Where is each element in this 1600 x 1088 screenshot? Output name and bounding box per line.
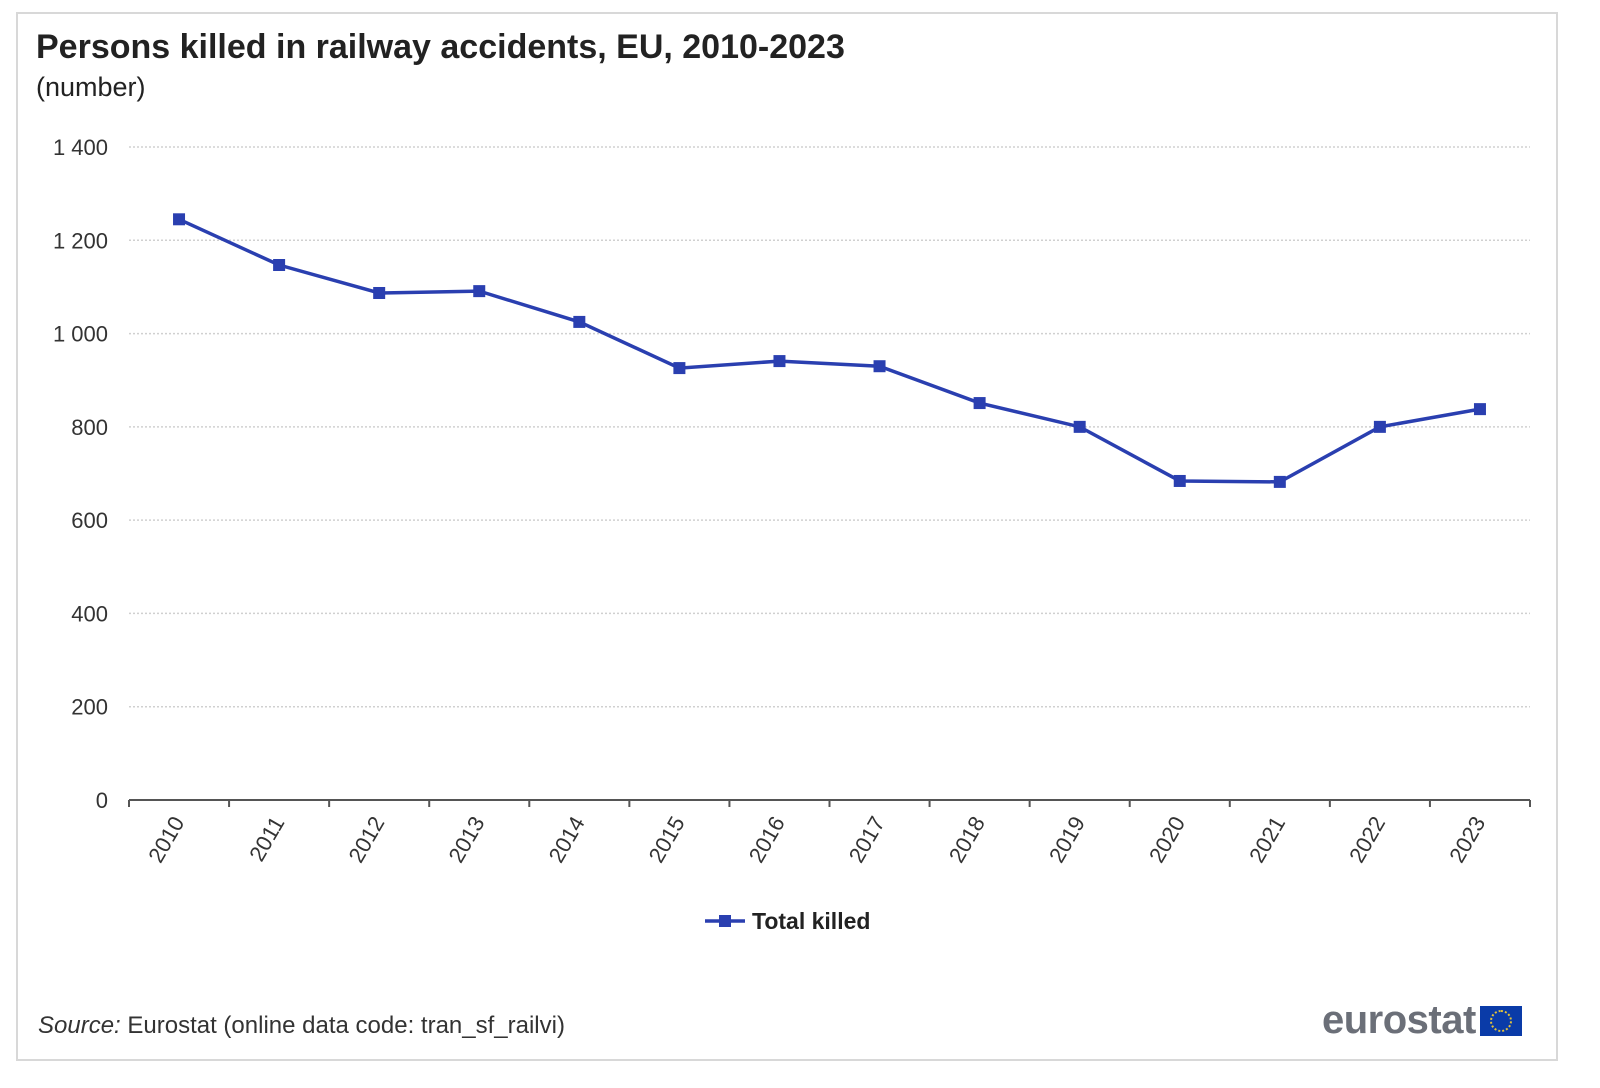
y-tick-label: 0 [96, 788, 108, 813]
data-point [1473, 403, 1486, 416]
legend-marker [719, 915, 731, 927]
chart-border [16, 12, 1558, 1061]
x-tick-label: 2012 [343, 812, 389, 867]
series-line [178, 217, 1481, 484]
source-note: Source: Eurostat (online data code: tran… [38, 1012, 565, 1040]
eurostat-logo: eurostat [1322, 998, 1522, 1043]
x-tick-label: 2022 [1344, 812, 1390, 867]
logo-text: eurostat [1322, 998, 1476, 1042]
x-tick-label: 2011 [244, 812, 289, 865]
y-tick-label: 1 000 [53, 322, 108, 347]
data-point [1173, 474, 1186, 487]
source-label: Source: [38, 1012, 121, 1039]
data-point [573, 315, 586, 328]
y-tick-label: 1 400 [53, 135, 108, 160]
x-tick-label: 2019 [1044, 812, 1090, 867]
x-tick-label: 2014 [544, 812, 590, 867]
x-tick-label: 2016 [744, 812, 790, 867]
legend-label: Total killed [752, 908, 870, 934]
x-tick-label: 2018 [944, 812, 990, 867]
data-point [873, 360, 886, 373]
data-point [1273, 475, 1286, 488]
data-point [773, 355, 786, 368]
data-point [1373, 420, 1386, 433]
data-point [973, 397, 986, 410]
y-tick-label: 400 [71, 601, 108, 626]
x-tick-label: 2020 [1144, 812, 1190, 867]
data-point [173, 213, 186, 226]
source-text: Eurostat (online data code: tran_sf_rail… [120, 1012, 565, 1039]
data-point [373, 286, 386, 299]
chart-title: Persons killed in railway accidents, EU,… [36, 28, 845, 66]
y-tick-label: 600 [71, 508, 108, 533]
chart-subtitle: (number) [36, 72, 146, 102]
x-tick-label: 2023 [1444, 812, 1490, 867]
data-point [673, 362, 686, 375]
eu-flag-icon [1479, 1005, 1522, 1036]
data-point [273, 259, 286, 272]
x-tick-label: 2013 [443, 812, 489, 867]
y-tick-label: 1 200 [53, 228, 108, 253]
data-point [1073, 420, 1086, 433]
x-tick-label: 2015 [644, 812, 690, 867]
x-tick-label: 2010 [143, 812, 189, 867]
x-tick-label: 2017 [844, 812, 890, 867]
data-point [473, 285, 486, 298]
x-tick-label: 2021 [1244, 812, 1290, 867]
y-tick-label: 800 [71, 415, 108, 440]
y-tick-label: 200 [71, 695, 108, 720]
